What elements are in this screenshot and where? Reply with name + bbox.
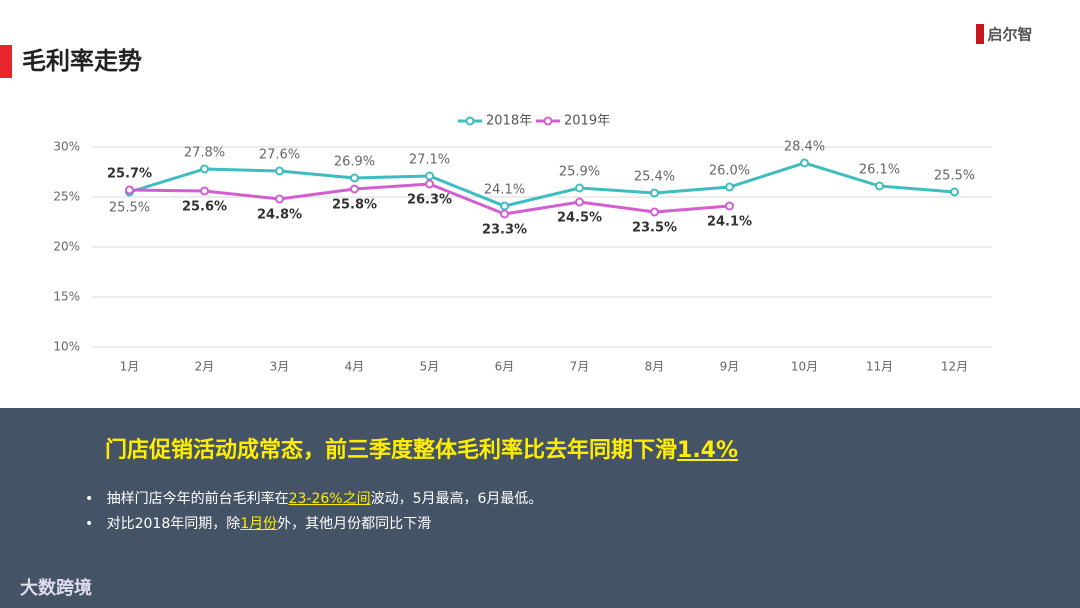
- point: [275, 194, 284, 204]
- bullet-text: 波动，5月最高，6月最低。: [370, 491, 543, 507]
- data-label: 25.7%: [107, 167, 152, 182]
- legend-label: 2018年: [486, 114, 532, 129]
- y-tick-label: 20%: [53, 240, 80, 254]
- bullet: • 对比2018年同期，除1月份外，其他月份都同比下滑: [85, 516, 432, 532]
- point: [725, 182, 734, 192]
- point: [350, 184, 359, 194]
- x-tick-label: 9月: [720, 360, 740, 374]
- legend-label: 2019年: [564, 114, 610, 129]
- data-label: 24.5%: [557, 211, 602, 226]
- data-label: 23.5%: [632, 221, 677, 236]
- y-tick-label: 25%: [53, 190, 80, 204]
- bullet-text: 外，其他月份都同比下滑: [277, 516, 432, 532]
- point: [800, 158, 809, 168]
- data-label: 27.1%: [409, 153, 450, 168]
- legend-marker: [465, 116, 475, 126]
- x-tick-label: 1月: [120, 360, 140, 374]
- point: [200, 186, 209, 196]
- bullet: • 抽样门店今年的前台毛利率在23-26%之间波动，5月最高，6月最低。: [85, 491, 543, 507]
- summary-panel: 门店促销活动成常态，前三季度整体毛利率比去年同期下滑1.4% • 抽样门店今年的…: [0, 408, 1080, 608]
- data-label: 25.4%: [634, 170, 675, 185]
- series-line: [129, 161, 955, 208]
- data-label: 26.3%: [407, 193, 452, 208]
- data-label: 25.5%: [109, 201, 150, 216]
- x-tick-label: 3月: [270, 360, 290, 374]
- data-label: 24.1%: [484, 183, 525, 198]
- data-label: 23.3%: [482, 223, 527, 238]
- legend-marker: [543, 116, 553, 126]
- headline-text: 门店促销活动成常态，前三季度整体毛利率比去年同期下滑: [105, 438, 678, 463]
- point: [275, 166, 284, 176]
- x-tick-label: 10月: [791, 360, 818, 374]
- x-tick-label: 11月: [866, 360, 893, 374]
- logo: 启尔智: [987, 26, 1032, 44]
- data-label: 27.8%: [184, 146, 225, 161]
- x-tick-label: 2月: [195, 360, 215, 374]
- point: [650, 207, 659, 217]
- data-label: 25.9%: [559, 165, 600, 180]
- point: [425, 179, 434, 189]
- x-tick-label: 12月: [941, 360, 968, 374]
- x-tick-label: 6月: [495, 360, 515, 374]
- bullet-highlight: 23-26%之间: [288, 491, 371, 507]
- point: [125, 185, 134, 195]
- point: [650, 188, 659, 198]
- data-label: 25.6%: [182, 200, 227, 215]
- headline: 门店促销活动成常态，前三季度整体毛利率比去年同期下滑1.4%: [105, 432, 738, 464]
- y-tick-label: 30%: [53, 140, 80, 154]
- headline-highlight: 1.4%: [677, 438, 739, 463]
- data-label: 26.0%: [709, 164, 750, 179]
- logo-mark: [976, 24, 984, 44]
- data-label: 24.8%: [257, 208, 302, 223]
- x-tick-label: 8月: [645, 360, 665, 374]
- point: [500, 201, 509, 211]
- point: [500, 209, 509, 219]
- chart: 毛利率走势 启尔智 10% 15% 20% 25% 30% 1月 2月 3月 4月 5月 6月 7月 8…: [0, 24, 1033, 374]
- data-label: 28.4%: [784, 140, 825, 155]
- point: [350, 173, 359, 183]
- point: [950, 187, 959, 197]
- y-tick-label: 10%: [53, 340, 80, 354]
- slide-title: 毛利率走势: [22, 47, 142, 75]
- data-label: 25.8%: [332, 198, 377, 213]
- bullet-highlight: 1月份: [240, 516, 278, 532]
- data-label: 24.1%: [707, 215, 752, 230]
- point: [425, 171, 434, 181]
- x-tick-label: 4月: [345, 360, 365, 374]
- point: [575, 197, 584, 207]
- point: [200, 164, 209, 174]
- data-label: 25.5%: [934, 169, 975, 184]
- x-tick-label: 7月: [570, 360, 590, 374]
- data-label: 27.6%: [259, 148, 300, 163]
- bullet-text: 抽样门店今年的前台毛利率在: [106, 491, 289, 507]
- point: [725, 201, 734, 211]
- x-tick-label: 5月: [420, 360, 440, 374]
- brand: 大数跨境: [20, 578, 92, 599]
- point: [575, 183, 584, 193]
- title-bar: [0, 45, 12, 78]
- y-tick-label: 15%: [53, 290, 80, 304]
- data-label: 26.1%: [859, 163, 900, 178]
- data-label: 26.9%: [334, 155, 375, 170]
- bullet-text: 对比2018年同期，除: [106, 516, 241, 532]
- point: [875, 181, 884, 191]
